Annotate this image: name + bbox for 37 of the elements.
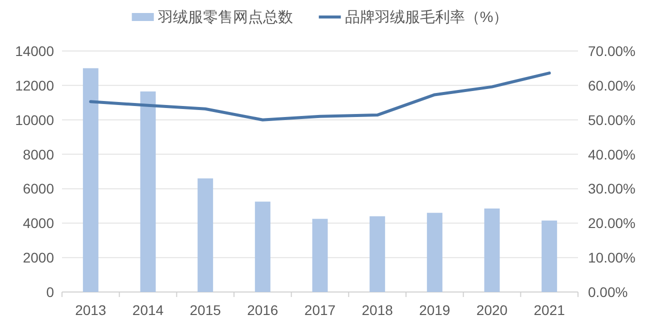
- x-tick-label: 2014: [132, 302, 164, 318]
- y-tick-label: 4000: [22, 215, 54, 232]
- x-tick-label: 2016: [247, 302, 278, 318]
- x-tick-label: 2020: [476, 302, 508, 318]
- x-tick-label: 2019: [419, 302, 450, 318]
- y-tick-label: 0: [46, 284, 54, 300]
- y2-tick-label: 20.00%: [588, 215, 636, 232]
- legend-label: 品牌羽绒服毛利率（%）: [344, 9, 508, 26]
- y-tick-label: 12000: [15, 77, 54, 94]
- bar: [140, 91, 156, 292]
- bar: [254, 202, 270, 292]
- line-series: [89, 72, 551, 122]
- y2-tick-label: 40.00%: [588, 146, 636, 162]
- y2-tick-label: 10.00%: [588, 250, 636, 266]
- y2-tick-label: 0.00%: [588, 284, 628, 300]
- y-tick-label: 10000: [15, 112, 54, 128]
- bar: [426, 212, 442, 292]
- x-tick-label: 2018: [362, 302, 394, 318]
- bar: [370, 216, 386, 292]
- bar: [198, 178, 214, 292]
- y2-tick-label: 30.00%: [588, 180, 636, 197]
- bar: [542, 220, 558, 292]
- x-tick-label: 2021: [534, 302, 566, 318]
- y2-tick-label: 70.00%: [588, 43, 636, 59]
- y-tick-label: 6000: [22, 180, 54, 197]
- bar: [312, 218, 328, 292]
- y-tick-label: 14000: [15, 43, 54, 59]
- y-tick-label: 2000: [22, 250, 54, 266]
- x-tick-label: 2015: [190, 302, 222, 318]
- legend-label: 羽绒服零售网点总数: [156, 9, 293, 26]
- y2-tick-label: 60.00%: [588, 77, 636, 94]
- bar: [82, 68, 98, 292]
- x-tick-label: 2017: [304, 302, 336, 318]
- y-tick-label: 8000: [22, 146, 54, 162]
- y2-tick-label: 50.00%: [588, 112, 636, 128]
- bar: [484, 208, 500, 292]
- x-tick-label: 2013: [75, 302, 106, 318]
